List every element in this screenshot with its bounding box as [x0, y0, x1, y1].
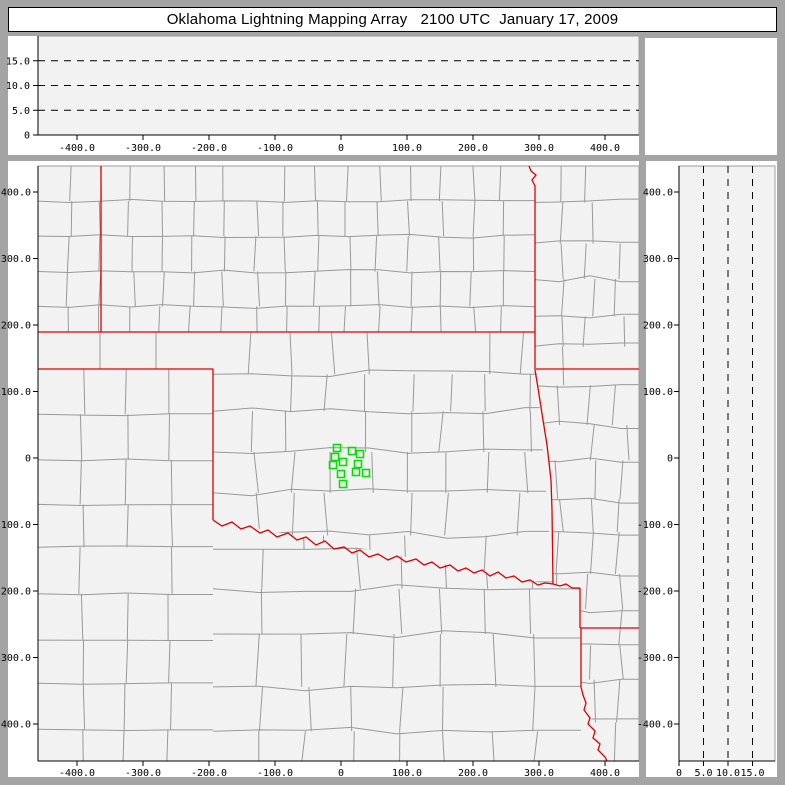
tick-label: -100.0: [257, 143, 293, 154]
tick-label: 0: [24, 131, 30, 142]
tick-label: 400.0: [1, 188, 31, 199]
tick-labels: 05.010.015.0-400.0 -300.0 -200.0 -100.0 0 100…: [0, 56, 765, 779]
tick-label: -300.0: [125, 768, 161, 779]
altitude-dashed-lines: [38, 60, 753, 761]
lma-station-marker: [328, 460, 338, 470]
tick-label: -300.0: [637, 653, 673, 664]
map-plot-area[interactable]: [37, 165, 640, 762]
ns-altitude-plot-area[interactable]: [678, 165, 776, 762]
lma-station-marker: [336, 469, 346, 479]
tick-label: -100.0: [257, 768, 293, 779]
tick-label: -400.0: [59, 768, 95, 779]
lma-station-marker: [355, 449, 365, 459]
window-title: Oklahoma Lightning Mapping Array 2100 UT…: [166, 11, 619, 28]
tick-label: 5.0: [694, 768, 712, 779]
tick-label: 0: [338, 768, 344, 779]
tick-label: 0: [338, 143, 344, 154]
tick-label: 0: [676, 768, 682, 779]
tick-label: 400.0: [643, 188, 673, 199]
tick-label: 100.0: [1, 387, 31, 398]
tick-label: 100.0: [392, 143, 422, 154]
tick-label: -400.0: [637, 720, 673, 731]
tick-label: -400.0: [59, 143, 95, 154]
tick-label: 5.0: [12, 106, 30, 117]
tick-label: 300.0: [1, 254, 31, 265]
tick-label: 400.0: [590, 768, 620, 779]
tick-label: 15.0: [6, 56, 30, 67]
tick-label: 200.0: [1, 321, 31, 332]
tick-label: 10.0: [6, 81, 30, 92]
tick-label: 300.0: [524, 768, 554, 779]
axes: [33, 36, 775, 766]
lma-station-marker: [361, 468, 371, 478]
tick-label: -100.0: [0, 520, 31, 531]
lma-station-marker: [332, 443, 342, 453]
tick-label: -200.0: [191, 143, 227, 154]
tick-label: -300.0: [125, 143, 161, 154]
lma-station-marker: [330, 452, 340, 462]
tick-label: -100.0: [637, 520, 673, 531]
lma-station-marker: [347, 446, 357, 456]
state-borders: [38, 166, 639, 761]
corner-box: [645, 38, 777, 155]
tick-label: 200.0: [458, 143, 488, 154]
tick-label: 300.0: [643, 254, 673, 265]
tick-label: -200.0: [637, 587, 673, 598]
tick-label: 200.0: [643, 321, 673, 332]
lma-station-marker: [351, 467, 361, 477]
tick-label: 200.0: [458, 768, 488, 779]
lma-station-marker: [338, 457, 348, 467]
tick-label: 100.0: [643, 387, 673, 398]
lma-station-marker: [353, 459, 363, 469]
title-bar: Oklahoma Lightning Mapping Array 2100 UT…: [8, 7, 777, 32]
lma-station-marker: [338, 479, 348, 489]
tick-label: -200.0: [0, 587, 31, 598]
tick-label: -400.0: [0, 720, 31, 731]
tick-label: -200.0: [191, 768, 227, 779]
tick-label: 10.0: [716, 768, 740, 779]
tick-label: 300.0: [524, 143, 554, 154]
tick-label: 100.0: [392, 768, 422, 779]
tick-label: 0: [25, 454, 31, 465]
tick-label: 0: [667, 454, 673, 465]
lma-stations: [328, 443, 371, 489]
tick-label: 400.0: [590, 143, 620, 154]
tick-label: -300.0: [0, 653, 31, 664]
tick-label: 15.0: [740, 768, 764, 779]
